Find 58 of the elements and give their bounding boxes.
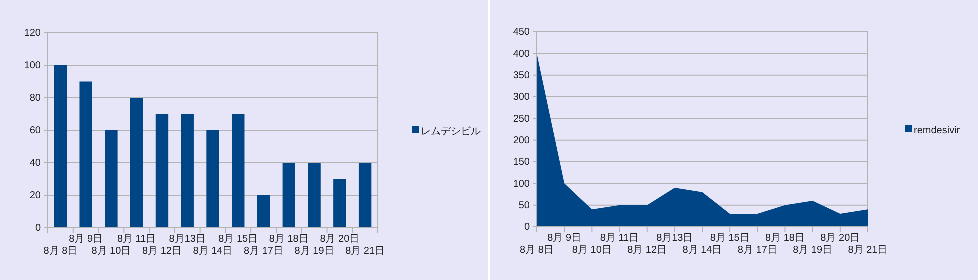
x-tick-label: 8月 8日 bbox=[44, 246, 78, 257]
y-tick-label: 40 bbox=[30, 158, 42, 170]
x-tick-label: 8月 19日 bbox=[294, 246, 334, 257]
y-tick-label: 20 bbox=[30, 190, 42, 202]
x-tick-label: 8月 12日 bbox=[628, 245, 668, 256]
x-tick-label: 8月 20日 bbox=[320, 234, 360, 245]
bar bbox=[130, 98, 144, 228]
x-tick-label: 8月 20日 bbox=[820, 233, 860, 244]
x-tick-label: 8月 18日 bbox=[766, 233, 805, 244]
y-tick-label: 50 bbox=[518, 200, 530, 212]
x-tick-label: 8月 10日 bbox=[572, 245, 612, 256]
x-tick-label: 8月 17日 bbox=[738, 245, 778, 256]
y-tick-label: 450 bbox=[513, 27, 530, 38]
y-tick-label: 300 bbox=[513, 92, 530, 104]
x-tick-label: 8月 8日 bbox=[520, 245, 554, 256]
x-tick-label: 8月 21日 bbox=[346, 246, 386, 257]
y-tick-label: 0 bbox=[35, 223, 42, 234]
x-tick-label: 8月 14日 bbox=[682, 245, 722, 256]
y-tick-label: 400 bbox=[513, 48, 530, 60]
y-tick-label: 0 bbox=[524, 222, 530, 234]
x-tick-label: 8月 18日 bbox=[269, 234, 309, 245]
bar bbox=[80, 82, 92, 228]
bar bbox=[308, 163, 321, 228]
y-tick-label: 250 bbox=[513, 114, 530, 125]
x-tick-label: 8月13日 bbox=[656, 233, 694, 244]
x-tick-label: 8月 15日 bbox=[218, 234, 258, 245]
bar bbox=[282, 163, 296, 228]
y-tick-label: 200 bbox=[513, 136, 530, 147]
y-tick-label: 100 bbox=[513, 178, 530, 190]
bar bbox=[206, 130, 220, 228]
bar bbox=[54, 66, 68, 228]
x-tick-label: 8月 11日 bbox=[117, 234, 156, 245]
x-tick-label: 8月 11日 bbox=[600, 233, 640, 244]
bar bbox=[181, 114, 194, 228]
x-tick-label: 8月 21日 bbox=[848, 245, 888, 256]
x-tick-label: 8月13日 bbox=[169, 234, 206, 245]
x-tick-label: 8月 12日 bbox=[142, 246, 182, 257]
y-tick-label: 150 bbox=[513, 157, 530, 168]
y-tick-label: 80 bbox=[30, 93, 42, 104]
y-tick-label: 120 bbox=[24, 28, 42, 40]
bar bbox=[156, 114, 169, 228]
x-tick-label: 8月 15日 bbox=[710, 233, 750, 244]
x-tick-label: 8月 9日 bbox=[69, 234, 104, 245]
bar bbox=[232, 114, 245, 228]
bar bbox=[105, 130, 118, 228]
x-tick-label: 8月 9日 bbox=[548, 233, 582, 244]
legend-label: remdesivir bbox=[914, 126, 961, 136]
y-tick-label: 100 bbox=[24, 60, 42, 72]
x-tick-label: 8月 14日 bbox=[193, 246, 233, 257]
bar bbox=[334, 179, 346, 228]
legend-label: レムデシビル bbox=[421, 126, 481, 138]
bar bbox=[358, 163, 372, 228]
y-tick-label: 350 bbox=[513, 70, 530, 82]
x-tick-label: 8月 19日 bbox=[793, 245, 833, 256]
x-tick-label: 8月 10日 bbox=[92, 246, 132, 257]
x-tick-label: 8月 17日 bbox=[244, 246, 284, 257]
y-tick-label: 60 bbox=[30, 126, 42, 137]
bar bbox=[257, 196, 270, 228]
